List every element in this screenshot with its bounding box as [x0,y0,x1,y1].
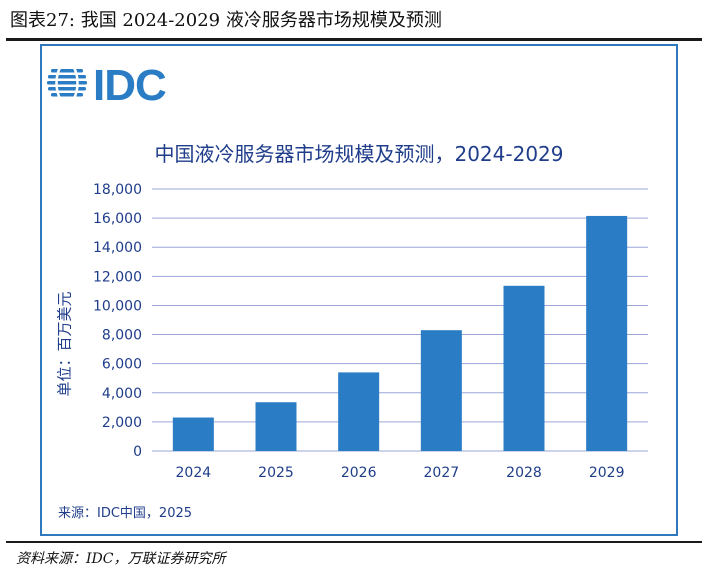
y-tick-label: 18,000 [93,182,142,198]
chart-title: 中国液冷服务器市场规模及预测，2024-2029 [154,142,564,166]
figure-title: 图表27: 我国 2024-2029 液冷服务器市场规模及预测 [10,10,442,31]
bar-2029 [586,215,628,451]
bar-2026 [338,372,380,451]
y-tick-label: 4,000 [102,386,142,402]
y-tick-label: 10,000 [93,298,142,314]
y-tick-label: 14,000 [93,240,142,256]
y-tick-label: 0 [133,444,142,460]
bar-chart: 0 2,000 4,000 6,000 8,000 10,000 12,000 14,000 1… [93,182,648,481]
y-tick-label: 16,000 [93,211,142,227]
y-tick-label: 2,000 [102,415,142,431]
y-tick-label: 12,000 [93,269,142,285]
y-tick-label: 6,000 [102,357,142,373]
idc-logo: IDC [47,61,167,107]
footer-source: 资料来源：IDC，万联证券研究所 [16,551,226,567]
x-tick-label: 2024 [176,465,212,481]
bar-2025 [255,402,297,451]
x-tick-label: 2027 [424,465,460,481]
x-tick-label: 2029 [589,465,625,481]
source-note: 来源：IDC中国，2025 [58,506,193,521]
x-tick-label: 2025 [258,465,294,481]
top-rule [6,38,702,41]
x-tick-label: 2028 [506,465,542,481]
bar-2024 [172,417,214,451]
chart-panel: IDC 中国液冷服务器市场规模及预测，2024-2029 单位：百万美元 0 2,… [40,44,678,536]
logo-text: IDC [93,61,166,107]
bar-2027 [420,330,462,451]
x-tick-label: 2026 [341,465,377,481]
bar-2028 [503,285,545,451]
y-tick-label: 8,000 [102,328,142,344]
bottom-rule [6,541,702,543]
